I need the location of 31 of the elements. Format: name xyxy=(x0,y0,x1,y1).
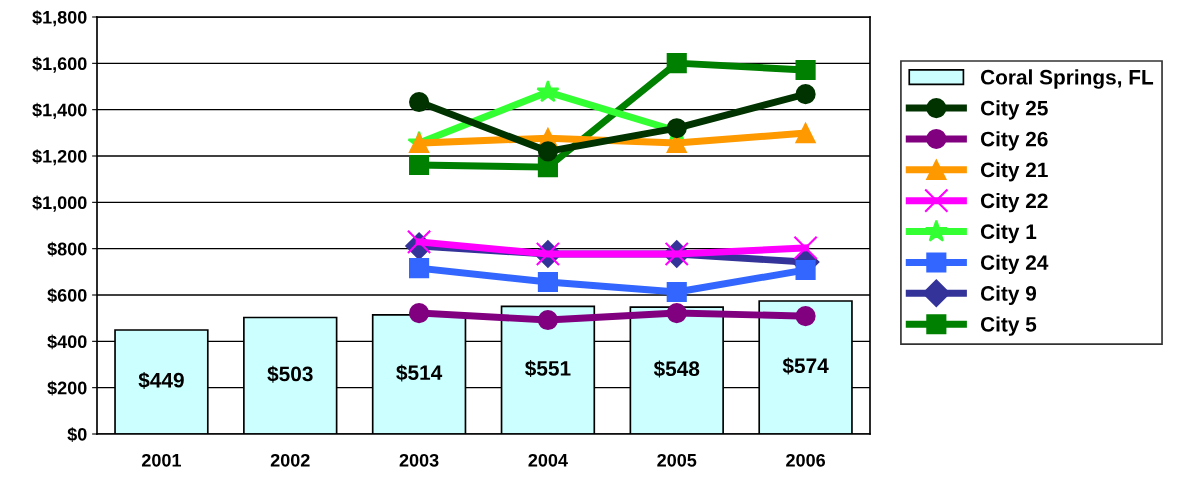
y-tick-label: $1,600 xyxy=(32,56,87,73)
y-tick-label: $1,200 xyxy=(32,149,87,166)
legend-label: City 22 xyxy=(980,192,1048,213)
x-tick-label: 2006 xyxy=(786,453,826,467)
y-tick-label: $1,000 xyxy=(32,195,87,212)
x-tick-label: 2001 xyxy=(141,453,181,467)
legend-label: City 9 xyxy=(980,285,1037,305)
data-label: $551 xyxy=(525,360,571,378)
y-tick-label: $1,400 xyxy=(32,102,87,119)
x-tick-label: 2003 xyxy=(399,453,439,467)
y-tick-label: $400 xyxy=(47,334,87,350)
y-tick-label: $200 xyxy=(47,380,87,396)
y-tick-label: $600 xyxy=(47,288,87,303)
legend-label: City 25 xyxy=(980,100,1048,120)
legend-label: City 26 xyxy=(980,131,1048,151)
data-label: $574 xyxy=(782,357,829,375)
x-tick-label: 2002 xyxy=(270,453,310,467)
data-label: $503 xyxy=(267,365,313,383)
legend-label: City 24 xyxy=(980,254,1049,275)
x-tick-label: 2004 xyxy=(528,453,568,467)
y-tick-label: $1,800 xyxy=(32,10,87,27)
data-label: $548 xyxy=(653,360,700,378)
data-label: $449 xyxy=(138,371,184,389)
legend-label: Coral Springs, FL xyxy=(980,69,1154,89)
y-tick-label: $800 xyxy=(47,241,87,257)
y-tick-label: $0 xyxy=(67,427,87,442)
legend-label: City 5 xyxy=(980,316,1037,336)
x-tick-label: 2005 xyxy=(657,453,697,467)
legend-label: City 1 xyxy=(980,223,1037,244)
data-label: $514 xyxy=(396,364,443,382)
legend-label: City 21 xyxy=(980,162,1048,182)
